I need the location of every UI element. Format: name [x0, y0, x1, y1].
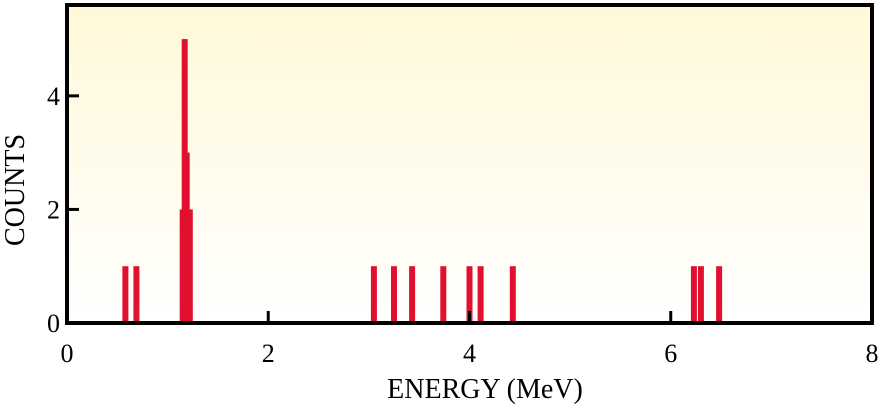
- plot-frame: [65, 3, 874, 325]
- x-tick-label-3: 6: [664, 339, 677, 368]
- x-tick-label-0: 0: [61, 339, 74, 368]
- bar-14: [697, 266, 704, 323]
- bar-15: [716, 266, 723, 323]
- bars-group: [122, 39, 723, 323]
- bar-10: [466, 266, 473, 323]
- bar-8: [409, 266, 416, 323]
- x-tick-label-4: 8: [866, 339, 879, 368]
- x-axis-label: ENERGY (MeV): [387, 374, 583, 405]
- bar-5: [186, 209, 193, 323]
- bar-9: [440, 266, 447, 323]
- y-tick-label-1: 2: [47, 195, 60, 224]
- y-axis-label: COUNTS: [0, 134, 31, 246]
- bar-4: [183, 152, 190, 323]
- bar-6: [370, 266, 377, 323]
- x-tick-label-2: 4: [463, 339, 476, 368]
- y-tick-label-2: 4: [47, 82, 60, 111]
- y-tick-label-0: 0: [47, 309, 60, 338]
- bar-11: [477, 266, 484, 323]
- bar-0: [122, 266, 129, 323]
- bar-13: [690, 266, 697, 323]
- bar-1: [133, 266, 140, 323]
- tick-labels-group: 0 2 4 6 8 0 2 4: [47, 82, 879, 368]
- bar-12: [509, 266, 516, 323]
- x-tick-label-1: 2: [262, 339, 275, 368]
- bar-7: [391, 266, 397, 323]
